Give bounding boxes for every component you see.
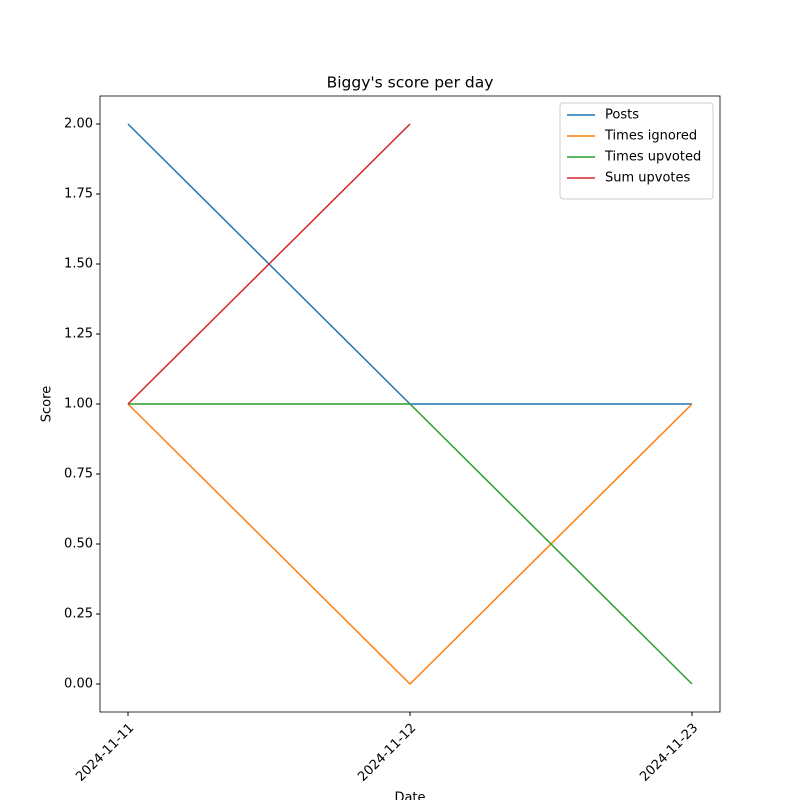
y-tick-label: 0.75: [64, 467, 93, 482]
series-line: [127, 123, 411, 405]
y-tick-label: 0.25: [64, 607, 93, 622]
x-axis-label: Date: [394, 791, 425, 800]
plot-frame: [99, 95, 721, 713]
legend-label: Times upvoted: [604, 150, 701, 165]
chart-title: Biggy's score per day: [327, 74, 494, 92]
series-line: [128, 403, 693, 685]
y-tick-label: 1.75: [64, 187, 93, 202]
legend-label: Posts: [605, 108, 639, 123]
y-tick-label: 0.00: [64, 677, 93, 692]
legend-box: [559, 102, 714, 200]
y-axis-label: Score: [40, 386, 55, 422]
legend-label: Sum upvotes: [605, 171, 691, 186]
y-tick-label: 1.25: [64, 327, 93, 342]
series-line: [127, 403, 693, 686]
y-tick-label: 1.50: [64, 257, 93, 272]
y-tick-label: 2.00: [64, 117, 93, 132]
y-tick-label: 0.50: [64, 537, 93, 552]
y-tick-label: 1.00: [64, 397, 93, 412]
legend-label: Times ignored: [604, 129, 697, 144]
